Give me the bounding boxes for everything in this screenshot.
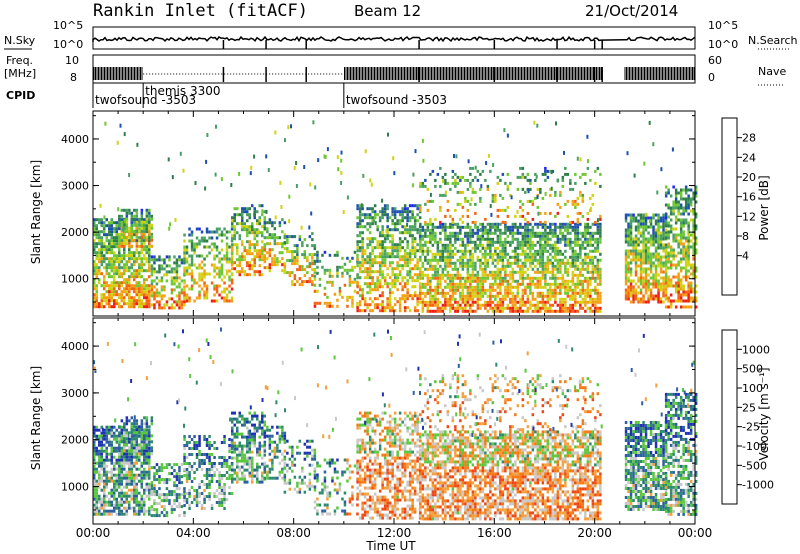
velocity-ylabel: Slant Range [km]: [29, 366, 43, 470]
power-ytick-label-3: 4000: [61, 133, 89, 146]
cpid-label: CPID: [6, 89, 35, 102]
vel-ytick-label-1: 2000: [61, 434, 89, 447]
time-xtick-label-6: 00:00: [678, 526, 713, 540]
power-colorbar-tick-4: 12: [742, 210, 756, 223]
nsky-trace: [92, 35, 696, 43]
vel-ytick-label-2: 3000: [61, 387, 89, 400]
velocity-colorbar-tick-4: -25: [742, 421, 760, 434]
nsky-tick-top: 10^5: [53, 19, 83, 32]
freq-frame: [92, 54, 696, 84]
date-title: 21/Oct/2014: [585, 2, 678, 20]
velocity-colorbar-tick-2: 100: [742, 382, 763, 395]
cpid-segment-label-1: themis 3300: [145, 84, 220, 98]
time-xtick-label-5: 20:00: [577, 526, 612, 540]
nsky-frame: [92, 26, 696, 50]
power-ytick-label-0: 1000: [61, 273, 89, 286]
nsearch-label: N.Search: [748, 34, 798, 47]
power-ytick-label-1: 2000: [61, 226, 89, 239]
nave-tick-bottom: 0: [708, 71, 715, 84]
time-xtick-label-2: 08:00: [276, 526, 311, 540]
nsearch-tick-bottom: 10^0: [708, 38, 738, 51]
cpid-segment-label-2: twofsound -3503: [346, 93, 447, 107]
velocity-colorbar-label: Velocity [m s⁻¹]: [757, 367, 771, 460]
power-panel: 1000 2000 3000 4000: [61, 110, 698, 317]
velocity-colorbar-tick-1: 500: [742, 363, 763, 376]
power-ylabel: Slant Range [km]: [29, 160, 43, 264]
velocity-colorbar-tick-0: 1000: [742, 343, 770, 356]
nsky-label: N.Sky: [4, 34, 36, 47]
freq-tick-top: 10: [65, 54, 79, 67]
time-xtick-label-0: 00:00: [76, 526, 111, 540]
time-xtick-label-1: 04:00: [176, 526, 211, 540]
power-colorbar-label: Power [dB]: [757, 175, 771, 240]
power-colorbar-tick-0: 28: [742, 132, 756, 145]
power-colorbar-tick-6: 4: [742, 250, 749, 263]
nsky-tick-bottom: 10^0: [53, 38, 83, 51]
power-ytick-label-2: 3000: [61, 180, 89, 193]
velocity-colorbar: 1000 500 100 25 -25 -100 -500 -1000: [721, 329, 774, 505]
velocity-colorbar-tick-6: -500: [742, 459, 767, 472]
time-xlabel: Time UT: [365, 539, 416, 553]
power-colorbar-tick-5: 8: [742, 230, 749, 243]
velocity-colorbar-tick-3: 25: [742, 401, 756, 414]
station-title: Rankin Inlet (fitACF): [93, 1, 308, 21]
time-xtick-label-3: 12:00: [377, 526, 412, 540]
vel-echo-cells: [93, 327, 698, 521]
cpid-segment-label-0: twofsound -3503: [95, 93, 196, 107]
nave-tick-top: 60: [708, 54, 722, 67]
time-xtick-label-4: 16:00: [477, 526, 512, 540]
power-colorbar-tick-2: 20: [742, 171, 756, 184]
freq-bars: [93, 67, 695, 80]
vel-panel: 1000 2000 3000 4000: [61, 317, 698, 525]
power-colorbar: 28 24 20 16 12 8 4: [721, 117, 756, 296]
freq-label: Freq.: [6, 54, 33, 67]
velocity-colorbar-tick-5: -100: [742, 440, 767, 453]
power-colorbar-tick-3: 16: [742, 191, 756, 204]
beam-title: Beam 12: [354, 2, 421, 20]
freq-tick-bottom: 8: [70, 71, 77, 84]
vel-ytick-label-3: 4000: [61, 340, 89, 353]
power-colorbar-tick-1: 24: [742, 151, 756, 164]
freq-unit: [MHz]: [4, 67, 36, 80]
vel-ytick-label-0: 1000: [61, 481, 89, 494]
velocity-colorbar-tick-7: -1000: [742, 479, 774, 492]
power-echo-cells: [93, 120, 698, 313]
nsearch-tick-top: 10^5: [708, 19, 738, 32]
nave-label: Nave: [758, 65, 786, 78]
